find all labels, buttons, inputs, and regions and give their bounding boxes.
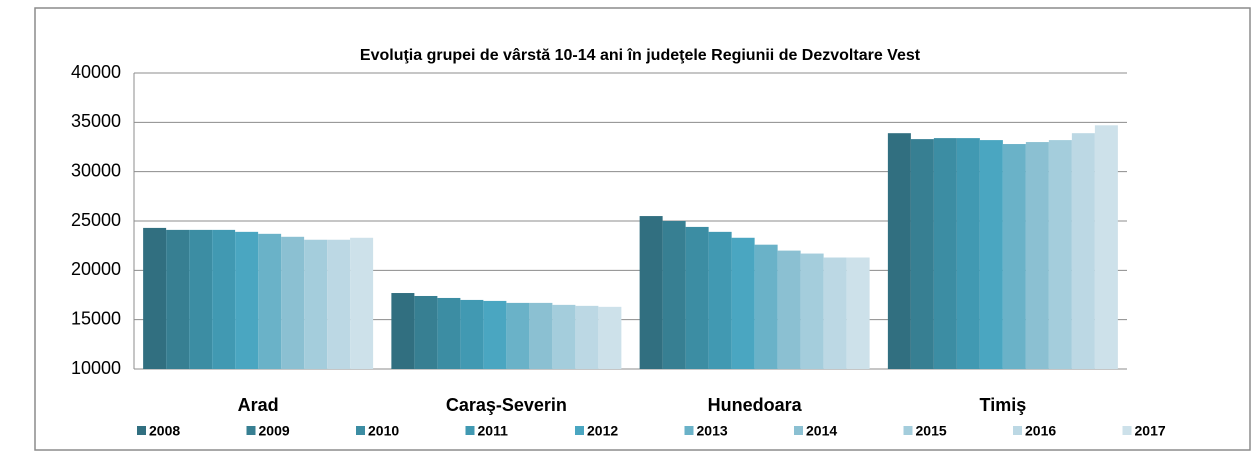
legend-label: 2013 (697, 423, 728, 439)
legend-swatch (465, 426, 475, 435)
bar (731, 237, 755, 369)
x-tick-label: Arad (238, 395, 279, 415)
bar (1071, 133, 1095, 369)
bar (639, 216, 663, 369)
bar (304, 239, 328, 369)
legend-swatch (137, 426, 146, 435)
bar (166, 229, 190, 369)
legend-label: 2014 (806, 423, 837, 439)
legend-label: 2017 (1135, 423, 1166, 439)
bar (1094, 125, 1118, 369)
bar (483, 300, 507, 369)
y-tick-label: 25000 (71, 210, 121, 230)
legend-swatch (246, 426, 256, 435)
y-tick-label: 20000 (71, 259, 121, 279)
bar (391, 293, 415, 369)
bar (350, 237, 374, 369)
legend-swatch (1013, 426, 1022, 435)
chart-frame (34, 7, 1251, 451)
legend-label: 2011 (478, 423, 509, 439)
bar (846, 257, 870, 369)
bar (887, 133, 911, 369)
bar (754, 244, 778, 369)
bar (414, 295, 438, 369)
bar (437, 297, 461, 369)
legend-swatch (903, 426, 913, 435)
bar (685, 226, 709, 369)
y-tick-label: 40000 (71, 62, 121, 82)
legend-swatch (684, 426, 694, 435)
bar (327, 239, 351, 369)
y-tick-label: 35000 (71, 111, 121, 131)
bar (933, 138, 957, 369)
y-tick-label: 10000 (71, 358, 121, 378)
x-tick-label: Caraş-Severin (446, 395, 567, 415)
legend-swatch (1122, 426, 1132, 435)
bar (800, 253, 824, 369)
bar (235, 231, 259, 369)
bar (777, 250, 801, 369)
bar (460, 299, 484, 369)
legend-swatch (575, 426, 584, 435)
x-tick-label: Timiş (980, 395, 1027, 415)
bar (956, 138, 980, 369)
bar (823, 257, 847, 369)
legend-label: 2009 (259, 423, 290, 439)
x-tick-label: Hunedoara (708, 395, 803, 415)
chart-title: Evoluţia grupei de vârstă 10-14 ani în j… (360, 47, 921, 64)
bar (910, 139, 934, 369)
legend-label: 2012 (587, 423, 618, 439)
y-tick-label: 30000 (71, 160, 121, 180)
legend-label: 2010 (368, 423, 399, 439)
bar (979, 140, 1003, 369)
bar (258, 233, 282, 369)
legend-swatch (356, 426, 365, 435)
bar (598, 306, 622, 369)
legend-swatch (794, 426, 803, 435)
bar (1002, 144, 1026, 369)
legend-label: 2015 (916, 423, 947, 439)
bar (143, 227, 167, 369)
bar (575, 305, 599, 369)
bar (1025, 142, 1049, 369)
bar (708, 231, 732, 369)
legend-label: 2008 (149, 423, 180, 439)
bar (506, 302, 530, 369)
bar (529, 302, 553, 369)
legend-label: 2016 (1025, 423, 1056, 439)
y-tick-label: 15000 (71, 308, 121, 328)
bar (281, 236, 305, 369)
bar (552, 304, 576, 369)
bar (1048, 140, 1072, 369)
bar (212, 229, 236, 369)
bar (189, 229, 213, 369)
bar (662, 221, 686, 369)
